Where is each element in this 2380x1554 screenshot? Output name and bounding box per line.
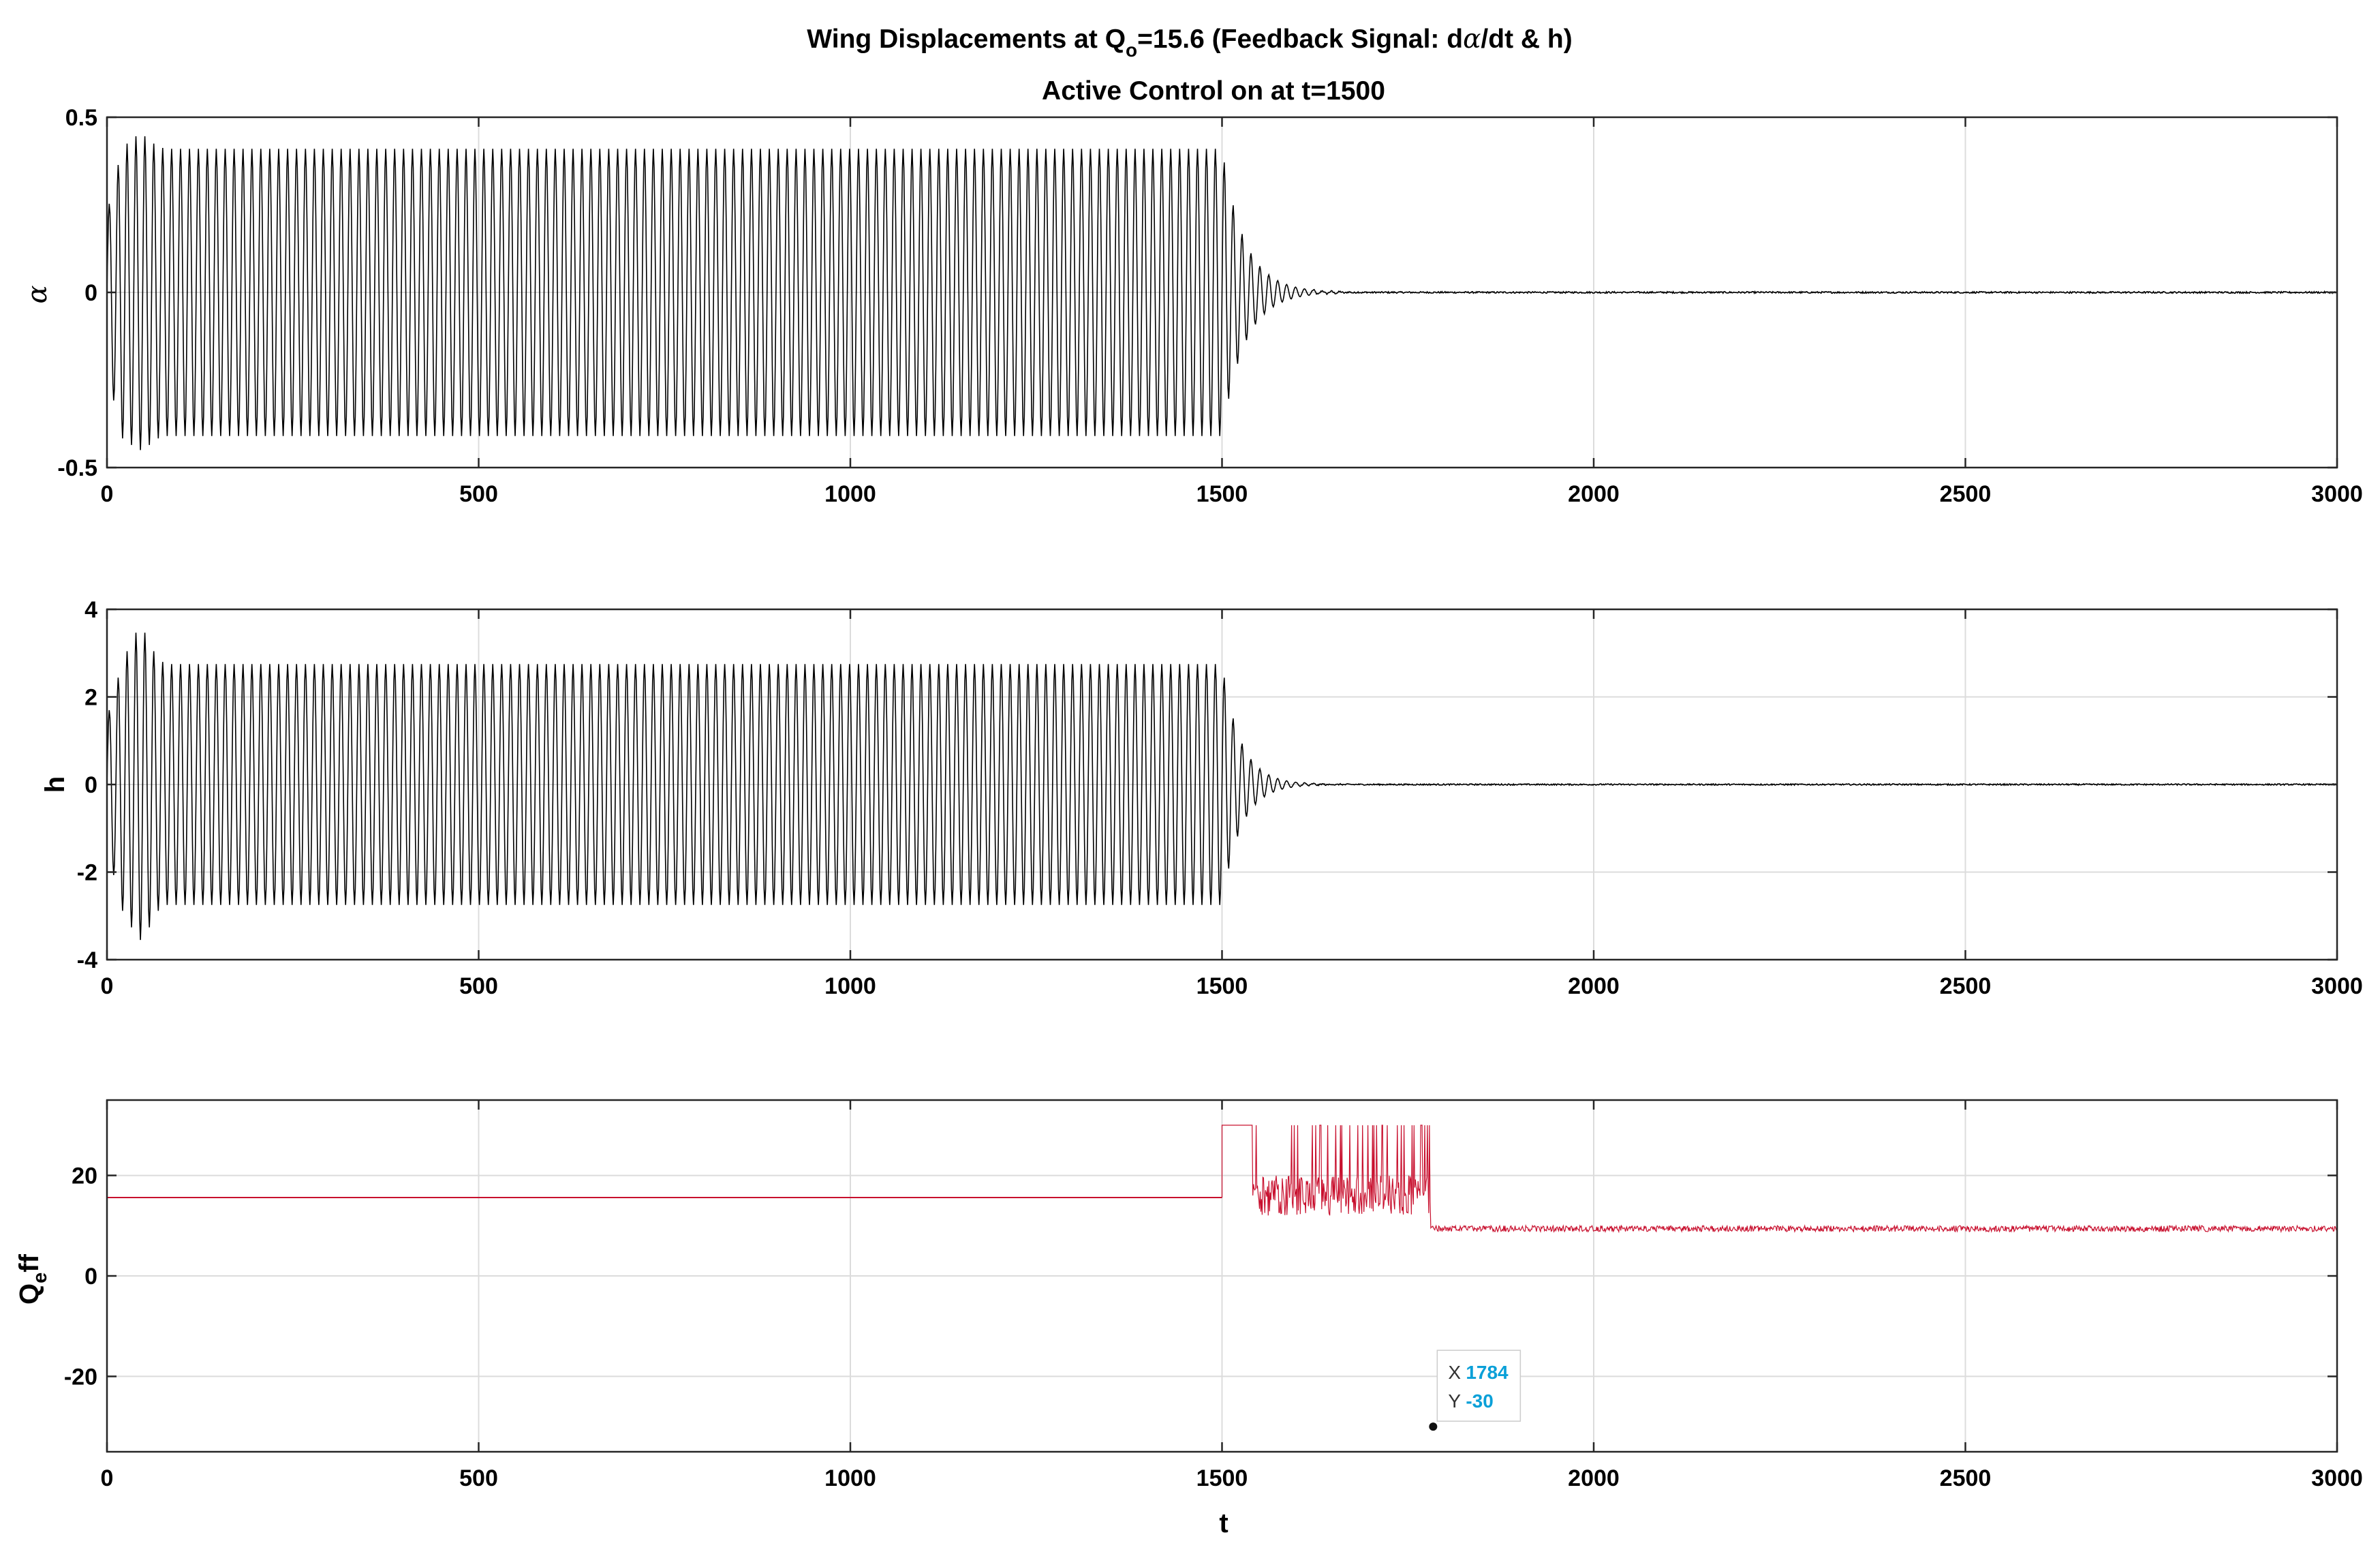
subplot-h-y-ticks: -4 -2 0 2 4 [77,597,2337,973]
subplot-h-ylabel: h [40,776,70,793]
x-tick-label: 3000 [2311,1465,2363,1491]
subplot-alpha-ylabel: α [22,285,53,303]
subplot-h-x-ticks: 0 500 1000 1500 2000 2500 3000 [101,609,2363,999]
data-tip-marker [1429,1422,1438,1431]
y-tick-label: 20 [72,1163,97,1189]
x-tick-label: 0 [101,1465,114,1491]
x-tick-label: 1000 [824,481,876,507]
x-tick-label: 2500 [1940,973,1992,999]
y-tick-label: -0.5 [57,455,97,481]
x-tick-label: 2000 [1568,481,1620,507]
x-tick-label: 1500 [1196,973,1248,999]
y-tick-label: 0.5 [65,105,97,131]
data-tip-y-label: Y [1448,1390,1461,1412]
x-tick-label: 1500 [1196,1465,1248,1491]
series-line [106,633,2338,941]
y-tick-label: 2 [84,685,97,711]
y-tick-label: 4 [84,597,97,623]
subplot-alpha-plot-area [106,136,2338,451]
subplot-qeff-x-ticks: 0 500 1000 1500 2000 2500 3000 [101,1100,2363,1491]
x-tick-label: 1500 [1196,481,1248,507]
y-tick-label: 0 [84,280,97,306]
x-tick-label: 2500 [1940,481,1992,507]
x-tick-label: 3000 [2311,481,2363,507]
subplot-h-plot-area [106,633,2338,941]
x-tick-label: 2000 [1568,1465,1620,1491]
x-tick-label: 1000 [824,973,876,999]
x-tick-label: 2000 [1568,973,1620,999]
subplot-alpha-x-ticks: 0 500 1000 1500 2000 2500 3000 [101,117,2363,507]
subplot-qeff: 0 500 1000 1500 2000 2500 3000 -20 0 20 Qeff X 1… [14,1099,2363,1491]
data-tip-x-label: X [1448,1362,1461,1383]
subplot-alpha-y-ticks: -0.5 0 0.5 [57,105,2337,481]
data-tip-x-value: 1784 [1466,1362,1509,1383]
series-line-control [1221,1125,2337,1234]
y-tick-label: -4 [77,947,97,973]
x-tick-label: 500 [459,481,498,507]
x-tick-label: 0 [101,481,114,507]
y-tick-label: -20 [64,1364,97,1390]
x-tick-label: 0 [101,973,114,999]
y-tick-label: 0 [84,772,97,798]
subplot-h: 0 500 1000 1500 2000 2500 3000 -4 -2 0 2 4 h [40,597,2363,999]
data-tip[interactable]: X 1784 Y -30 [1429,1350,1521,1431]
x-tick-label: 500 [459,973,498,999]
figure-title-line2: Active Control on at t=1500 [1042,76,1385,106]
series-line [106,136,2338,451]
subplot-qeff-ylabel: Qeff [14,1253,51,1305]
x-tick-label: 3000 [2311,973,2363,999]
x-tick-label: 2500 [1940,1465,1992,1491]
x-tick-label: 500 [459,1465,498,1491]
y-tick-label: 0 [84,1264,97,1290]
subplot-qeff-plot-area [107,1125,2337,1234]
y-tick-label: -2 [77,860,97,886]
subplot-alpha: 0 500 1000 1500 2000 2500 3000 -0.500.5 α [22,105,2363,507]
data-tip-y-value: -30 [1466,1390,1493,1412]
x-axis-label: t [1219,1508,1228,1538]
data-tip-box [1436,1350,1521,1422]
subplot-qeff-y-ticks: -20 0 20 [64,1163,2337,1390]
figure-title-line1: Wing Displacements at Qo=15.6 (Feedback … [807,24,1572,61]
x-tick-label: 1000 [824,1465,876,1491]
